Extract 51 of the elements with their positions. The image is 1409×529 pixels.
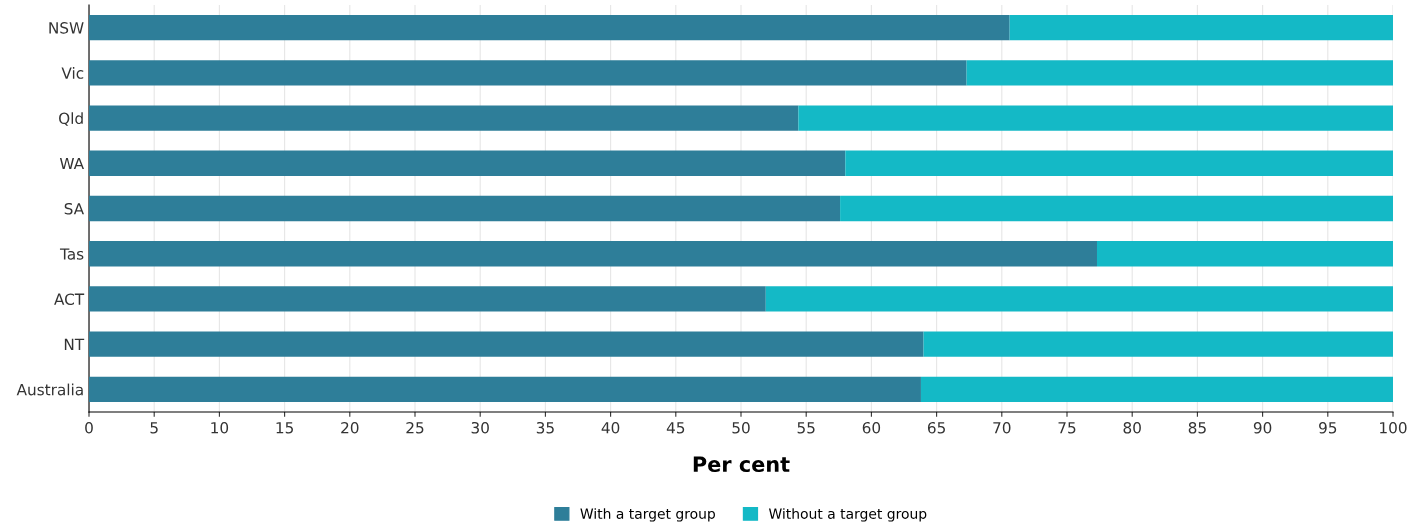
bar — [89, 376, 921, 403]
bar — [1096, 241, 1393, 267]
bar — [89, 241, 1097, 267]
x-tick-label: 75 — [1058, 422, 1076, 434]
x-tick-label: 30 — [471, 421, 489, 434]
x-tick-label: 80 — [1123, 421, 1141, 434]
x-tick-label: 90 — [1253, 421, 1272, 434]
bar — [89, 150, 846, 176]
bar — [89, 14, 1010, 41]
x-tick-label: 50 — [732, 421, 750, 434]
x-tick-label: 25 — [406, 421, 424, 434]
x-tick-label: 5 — [150, 422, 158, 434]
bar — [923, 331, 1393, 357]
y-tick-label: Vic — [61, 67, 84, 79]
x-tick-label: 95 — [1319, 421, 1337, 434]
y-tick-label: ACT — [54, 293, 85, 305]
x-tick-label: 0 — [85, 421, 93, 434]
x-tick-label: 40 — [601, 421, 620, 434]
x-tick-label: 45 — [666, 422, 685, 434]
y-tick-label: NT — [64, 338, 85, 350]
bar — [966, 60, 1393, 86]
bar — [798, 105, 1393, 131]
legend-label: Without a target group — [768, 508, 927, 522]
x-tick-label: 35 — [536, 421, 554, 434]
y-tick-label: SA — [64, 202, 85, 215]
y-tick-label: Qld — [59, 112, 83, 126]
bar — [89, 105, 799, 131]
legend-label: With a target group — [580, 508, 715, 522]
bar — [89, 331, 924, 357]
y-tick-label: Tas — [59, 248, 84, 260]
x-tick-label: 70 — [993, 421, 1011, 434]
y-tick-label: Australia — [16, 383, 83, 396]
bar — [89, 286, 766, 312]
x-tick-label: 10 — [211, 421, 229, 434]
x-tick-label: 100 — [1380, 421, 1407, 434]
bar — [89, 60, 967, 86]
bar — [89, 195, 841, 222]
bar — [845, 150, 1393, 176]
y-tick-label: NSW — [49, 22, 84, 34]
bar — [920, 376, 1393, 403]
x-tick-label: 85 — [1188, 421, 1206, 434]
x-tick-label: 60 — [862, 421, 881, 434]
x-tick-label: 20 — [341, 421, 359, 434]
bar — [840, 195, 1393, 222]
bar — [1009, 14, 1393, 41]
bar — [765, 286, 1393, 312]
x-tick-label: 65 — [927, 421, 945, 434]
x-axis-title: Per cent — [693, 456, 790, 473]
x-tick-label: 55 — [797, 422, 815, 434]
y-tick-label: WA — [59, 157, 85, 170]
x-tick-label: 15 — [276, 422, 293, 434]
